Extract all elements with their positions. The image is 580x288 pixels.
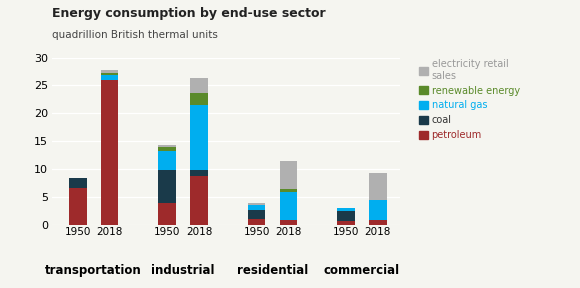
Bar bbox=[337, 211, 355, 221]
Bar bbox=[337, 209, 355, 211]
Text: transportation: transportation bbox=[45, 264, 142, 276]
Bar bbox=[101, 80, 118, 225]
Bar bbox=[190, 78, 208, 93]
Bar bbox=[369, 173, 387, 200]
Bar bbox=[369, 200, 387, 220]
Bar bbox=[280, 192, 297, 220]
Bar bbox=[248, 210, 265, 219]
Bar bbox=[69, 188, 86, 225]
Bar bbox=[158, 151, 176, 170]
Bar bbox=[280, 161, 297, 189]
Bar bbox=[280, 189, 297, 192]
Bar bbox=[158, 170, 176, 204]
Bar bbox=[158, 145, 176, 147]
Text: quadrillion British thermal units: quadrillion British thermal units bbox=[52, 30, 218, 40]
Bar bbox=[280, 220, 297, 225]
Bar bbox=[190, 93, 208, 105]
Bar bbox=[69, 179, 86, 188]
Text: Energy consumption by end-use sector: Energy consumption by end-use sector bbox=[52, 7, 326, 20]
Bar bbox=[248, 219, 265, 225]
Bar bbox=[337, 221, 355, 225]
Text: commercial: commercial bbox=[324, 264, 400, 276]
Bar bbox=[158, 204, 176, 225]
Bar bbox=[158, 147, 176, 151]
Bar bbox=[190, 105, 208, 170]
Bar bbox=[101, 70, 118, 73]
Bar bbox=[101, 73, 118, 75]
Bar bbox=[190, 176, 208, 225]
Bar bbox=[369, 220, 387, 225]
Bar bbox=[190, 170, 208, 176]
Text: industrial: industrial bbox=[151, 264, 215, 276]
Bar bbox=[101, 75, 118, 80]
Text: residential: residential bbox=[237, 264, 308, 276]
Legend: electricity retail
sales, renewable energy, natural gas, coal, petroleum: electricity retail sales, renewable ener… bbox=[419, 59, 520, 140]
Bar bbox=[248, 204, 265, 210]
